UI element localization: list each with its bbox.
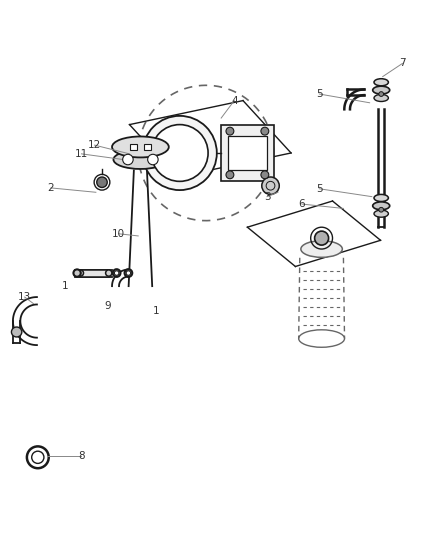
Text: 13: 13 [18, 292, 32, 302]
Ellipse shape [113, 269, 120, 277]
Text: 9: 9 [104, 301, 111, 311]
Bar [130, 144, 137, 150]
Circle shape [123, 154, 133, 165]
Text: 6: 6 [299, 199, 305, 209]
Bar [228, 135, 267, 171]
Circle shape [97, 177, 107, 188]
Ellipse shape [374, 94, 389, 101]
Circle shape [151, 125, 208, 181]
Ellipse shape [373, 202, 390, 210]
Ellipse shape [106, 270, 112, 276]
Circle shape [379, 92, 384, 96]
Ellipse shape [301, 241, 343, 257]
Text: 11: 11 [75, 149, 88, 159]
Ellipse shape [124, 269, 132, 277]
Ellipse shape [114, 271, 119, 276]
Circle shape [314, 231, 328, 245]
Text: 10: 10 [112, 229, 125, 239]
Text: 12: 12 [88, 140, 101, 150]
Text: 7: 7 [399, 59, 406, 68]
Bar [221, 125, 274, 181]
Circle shape [262, 177, 279, 195]
Ellipse shape [126, 271, 131, 276]
Ellipse shape [112, 136, 169, 157]
Text: 5: 5 [316, 89, 323, 99]
Bar [144, 144, 151, 150]
Ellipse shape [74, 269, 81, 277]
Circle shape [379, 207, 384, 212]
Text: 3: 3 [264, 192, 270, 201]
Ellipse shape [374, 79, 389, 86]
Bar [81, 270, 109, 277]
Ellipse shape [374, 210, 389, 217]
Ellipse shape [11, 327, 22, 337]
Circle shape [261, 171, 269, 179]
Text: 4: 4 [231, 95, 237, 106]
Ellipse shape [77, 270, 84, 276]
Circle shape [261, 127, 269, 135]
Circle shape [143, 116, 217, 190]
Text: 5: 5 [316, 184, 323, 194]
Ellipse shape [113, 150, 167, 169]
Ellipse shape [373, 86, 390, 94]
Circle shape [226, 171, 234, 179]
Ellipse shape [374, 195, 389, 201]
Text: 1: 1 [152, 306, 159, 316]
Circle shape [226, 127, 234, 135]
Text: 1: 1 [62, 281, 69, 291]
Text: 2: 2 [48, 183, 54, 193]
Circle shape [148, 154, 158, 165]
Text: 8: 8 [78, 451, 85, 462]
